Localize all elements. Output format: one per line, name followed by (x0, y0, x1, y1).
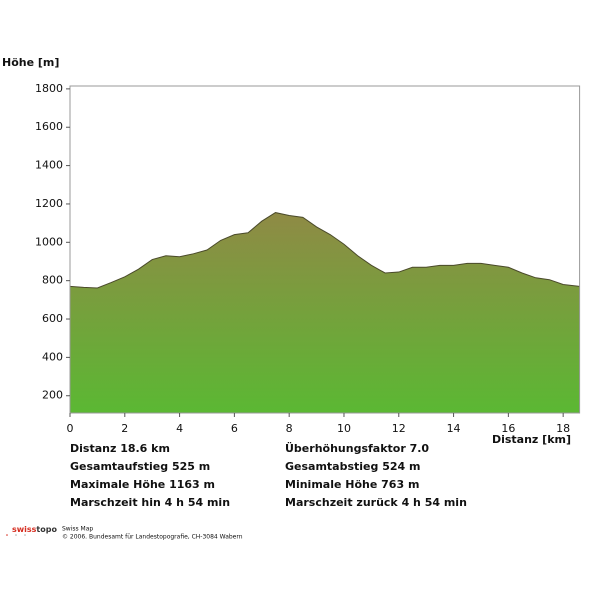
brand-b: topo (36, 525, 57, 534)
brand-a: swiss (12, 525, 37, 534)
y-tick-label: 800 (42, 274, 63, 287)
brand: swisstopo (12, 525, 57, 534)
x-axis-label: Distanz [km] (492, 433, 571, 446)
y-tick-label: 600 (42, 312, 63, 325)
stat: Überhöhungsfaktor 7.0 (285, 441, 429, 455)
stat: Distanz 18.6 km (70, 442, 170, 455)
copyright: © 2006. Bundesamt für Landestopografie, … (62, 534, 243, 541)
y-tick-label: 1200 (35, 197, 63, 210)
y-tick-label: 1400 (35, 159, 63, 172)
y-axis-label: Höhe [m] (2, 56, 59, 69)
x-tick-label: 4 (176, 422, 183, 435)
plot-frame (69, 85, 581, 414)
x-tick-label: 6 (231, 422, 238, 435)
elevation-area (70, 212, 580, 413)
y-tick-label: 1000 (35, 235, 63, 248)
x-tick-label: 0 (67, 422, 74, 435)
product: Swiss Map (62, 526, 93, 533)
dot (6, 534, 8, 536)
x-tick-label: 2 (121, 422, 128, 435)
x-tick-label: 10 (337, 422, 351, 435)
y-tick-label: 400 (42, 350, 63, 363)
y-tick-label: 200 (42, 389, 63, 402)
stat: Minimale Höhe 763 m (285, 478, 419, 491)
y-tick-label: 1600 (35, 120, 63, 133)
stat: Gesamtaufstieg 525 m (70, 460, 210, 473)
stat: Gesamtabstieg 524 m (285, 460, 420, 473)
dot (15, 534, 17, 536)
x-tick-label: 14 (447, 422, 461, 435)
x-tick-label: 12 (392, 422, 406, 435)
stat: Marschzeit hin 4 h 54 min (70, 496, 230, 509)
x-tick-label: 18 (556, 422, 570, 435)
x-tick-label: 16 (501, 422, 515, 435)
y-tick-label: 1800 (35, 82, 63, 95)
x-tick-label: 8 (286, 422, 293, 435)
stat: Maximale Höhe 1163 m (70, 478, 215, 491)
dot (24, 534, 26, 536)
elevation-line (69, 212, 580, 289)
stat: Marschzeit zurück 4 h 54 min (285, 496, 467, 509)
